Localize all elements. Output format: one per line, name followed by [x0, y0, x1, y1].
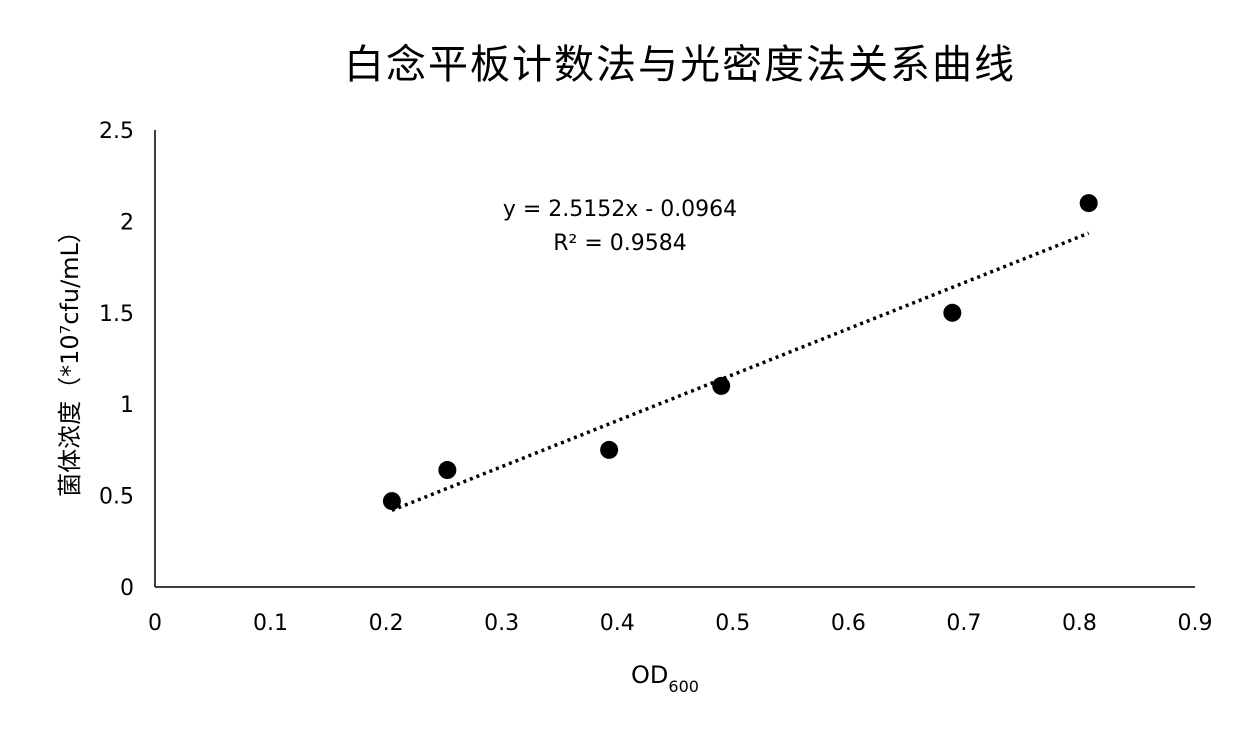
x-tick-label: 0: [148, 611, 162, 636]
y-axis-title: 菌体浓度（*10⁷cfu/mL）: [56, 219, 84, 497]
data-points: [382, 194, 1098, 511]
x-tick-label: 0.4: [600, 611, 635, 636]
data-point: [1079, 194, 1098, 213]
x-tick-label: 0.3: [484, 611, 519, 636]
y-tick-label: 1.5: [99, 302, 134, 327]
y-axis-label: 菌体浓度（*10⁷cfu/mL）: [56, 219, 84, 497]
x-tick-label: 0.5: [715, 611, 750, 636]
r-squared-label: R² = 0.9584: [553, 231, 687, 256]
y-tick-labels: 0 0.5 1 1.5 2 2.5: [99, 119, 134, 601]
data-point: [438, 461, 457, 480]
y-tick-label: 0.5: [99, 485, 134, 510]
y-tick-label: 2: [120, 210, 134, 235]
data-point: [943, 303, 962, 322]
y-tick-label: 1: [120, 393, 134, 418]
x-tick-label: 0.9: [1178, 611, 1213, 636]
x-tick-label: 0.7: [946, 611, 981, 636]
x-axis-label: OD600: [631, 661, 699, 696]
trendline: [391, 231, 1090, 512]
y-tick-label: 2.5: [99, 119, 134, 144]
x-tick-label: 0.6: [831, 611, 866, 636]
data-point: [712, 376, 731, 395]
x-tick-labels: 0 0.1 0.2 0.3 0.4 0.5 0.6 0.7 0.8 0.9: [148, 611, 1213, 636]
trendline-equation: y = 2.5152x - 0.0964: [503, 197, 737, 222]
x-tick-label: 0.8: [1062, 611, 1097, 636]
data-point: [382, 492, 401, 511]
y-tick-label: 0: [120, 576, 134, 601]
chart-title: 白念平板计数法与光密度法关系曲线: [344, 42, 1016, 88]
x-axis-label-subscript: 600: [668, 677, 699, 696]
x-tick-label: 0.1: [253, 611, 288, 636]
x-tick-label: 0.2: [369, 611, 404, 636]
x-axis-label-main: OD: [631, 661, 668, 689]
data-point: [600, 440, 619, 459]
